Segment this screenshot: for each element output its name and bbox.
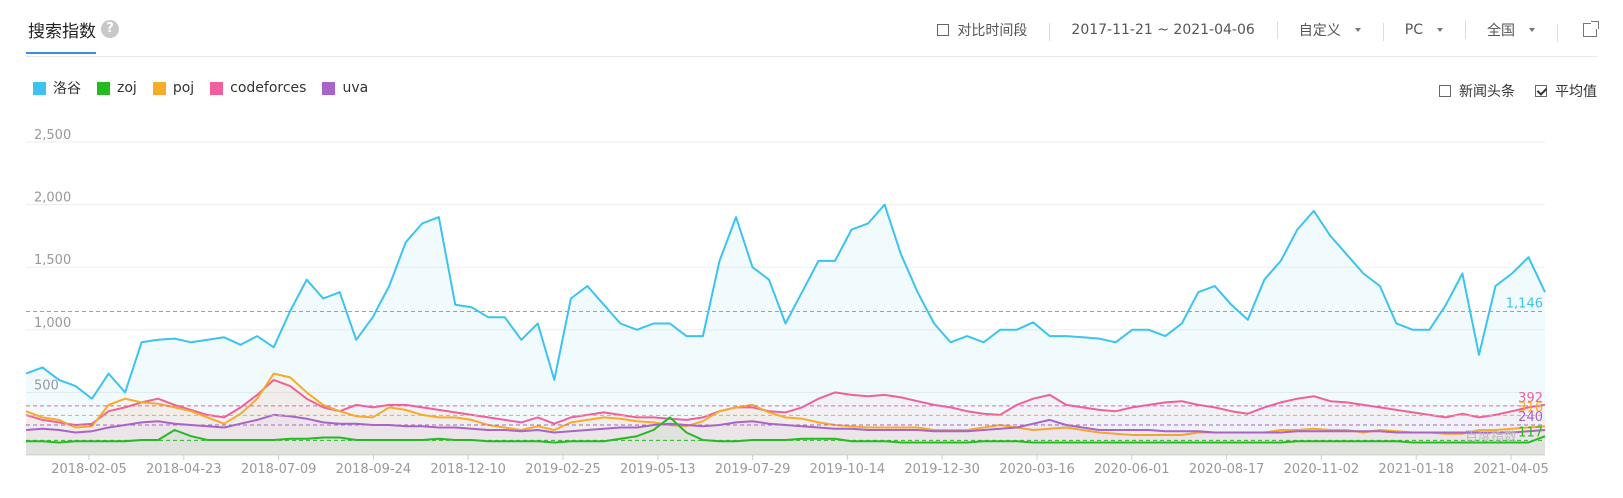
average-label-uva: 240 — [1518, 410, 1543, 425]
legend-swatch — [97, 81, 110, 95]
region-value: 全国 — [1487, 23, 1515, 39]
x-tick-label: 2019-02-25 — [525, 462, 601, 477]
x-tick-label: 2020-06-01 — [1094, 462, 1170, 477]
x-tick-label: 2020-03-16 — [999, 462, 1075, 477]
x-tick-label: 2019-05-13 — [620, 462, 696, 477]
y-tick-label: 1,500 — [34, 253, 71, 268]
page-title: 搜索指数 — [28, 22, 96, 42]
chart-options: 新闻头条 平均值 — [1419, 81, 1597, 101]
compare-checkbox-icon[interactable] — [937, 24, 950, 36]
x-tick-label: 2018-07-09 — [241, 462, 317, 477]
watermark-text: 百度指数 — [1465, 429, 1517, 445]
compare-period-toggle[interactable]: 对比时间段 — [915, 20, 1049, 40]
x-tick-label: 2018-09-24 — [336, 462, 412, 477]
x-tick-label: 2020-08-17 — [1189, 462, 1265, 477]
legend-item-luogu[interactable]: 洛谷 — [33, 78, 81, 98]
legend-label: codeforces — [230, 80, 307, 96]
average-label-codeforces: 392 — [1518, 391, 1543, 406]
x-tick-label: 2018-02-05 — [51, 462, 127, 477]
region-select[interactable]: 全国 — [1465, 20, 1557, 40]
series-area-poj — [26, 373, 1545, 455]
x-tick-label: 2019-10-14 — [810, 462, 886, 477]
series-line-codeforces[interactable] — [25, 378, 1546, 426]
legend-swatch — [33, 81, 46, 95]
news-toggle[interactable]: 新闻头条 — [1439, 81, 1515, 101]
legend-item-zoj[interactable]: zoj — [97, 78, 137, 98]
chevron-down-icon — [1437, 28, 1443, 32]
series-area-luogu — [26, 204, 1545, 455]
legend-swatch — [152, 81, 166, 95]
chevron-down-icon — [1354, 28, 1361, 32]
device-select[interactable]: PC — [1382, 22, 1465, 41]
legend-swatch — [322, 81, 336, 95]
range-mode-value: 自定义 — [1298, 23, 1341, 39]
title-tab-indicator — [26, 52, 96, 54]
x-tick-label: 2019-07-29 — [715, 462, 791, 477]
legend-label: zoj — [117, 80, 137, 96]
y-tick-label: 500 — [34, 378, 59, 393]
news-label: 新闻头条 — [1459, 84, 1515, 100]
average-toggle[interactable]: 平均值 — [1535, 81, 1597, 101]
header-divider — [26, 56, 1597, 57]
series-line-luogu[interactable] — [25, 203, 1546, 400]
compare-label: 对比时间段 — [957, 23, 1028, 39]
help-icon[interactable]: ? — [101, 20, 119, 38]
date-range-picker[interactable]: 2017-11-21 ~ 2021-04-06 — [1049, 22, 1276, 41]
x-tick-label: 2019-12-30 — [904, 462, 980, 477]
y-tick-label: 1,000 — [34, 316, 71, 331]
news-checkbox-icon[interactable] — [1439, 85, 1451, 97]
external-link-icon — [1583, 21, 1599, 37]
chart-legend: 洛谷 zoj poj codeforces uva — [33, 78, 384, 98]
chevron-down-icon — [1529, 28, 1535, 32]
header-controls: 对比时间段 2017-11-21 ~ 2021-04-06 自定义 PC 全国 — [915, 20, 1599, 42]
share-button[interactable] — [1557, 21, 1599, 42]
series-line-poj[interactable] — [25, 372, 1546, 436]
date-range-text: 2017-11-21 ~ 2021-04-06 — [1071, 22, 1255, 38]
average-label: 平均值 — [1555, 84, 1597, 100]
series-area-uva — [26, 414, 1545, 455]
legend-swatch — [210, 81, 224, 95]
legend-item-uva[interactable]: uva — [322, 78, 368, 98]
range-mode-select[interactable]: 自定义 — [1276, 20, 1383, 40]
legend-label: 洛谷 — [53, 81, 81, 97]
legend-item-codeforces[interactable]: codeforces — [210, 78, 306, 98]
legend-label: poj — [172, 80, 195, 96]
x-tick-label: 2020-11-02 — [1284, 462, 1360, 477]
average-checkbox-icon[interactable] — [1535, 85, 1547, 97]
x-tick-label: 2021-04-05 — [1473, 462, 1549, 477]
average-label-poj: 316 — [1518, 400, 1543, 415]
x-tick-label: 2018-04-23 — [146, 462, 222, 477]
x-tick-label: 2021-01-18 — [1378, 462, 1454, 477]
average-label-luogu: 1,146 — [1506, 297, 1543, 312]
legend-item-poj[interactable]: poj — [152, 78, 195, 98]
y-tick-label: 2,500 — [34, 128, 71, 143]
series-area-zoj — [26, 417, 1545, 455]
x-tick-label: 2018-12-10 — [430, 462, 506, 477]
legend-label: uva — [342, 80, 369, 96]
device-value: PC — [1404, 22, 1423, 38]
average-label-zoj: 117 — [1518, 425, 1543, 440]
y-tick-label: 2,000 — [34, 191, 71, 206]
